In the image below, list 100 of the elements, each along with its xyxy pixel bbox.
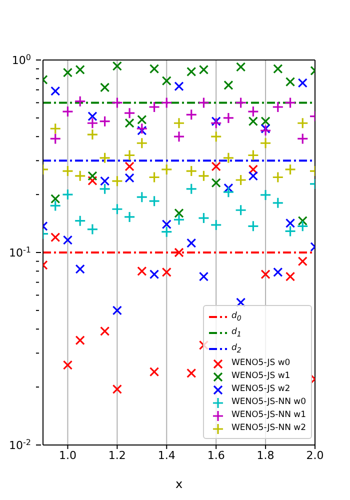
point [137, 114, 147, 124]
point [298, 256, 308, 266]
point [174, 248, 184, 258]
point [86, 223, 98, 236]
point [173, 214, 185, 226]
point [260, 116, 270, 126]
point [160, 96, 172, 109]
point [173, 130, 185, 142]
point [111, 96, 123, 109]
x-tick-label: 1.8 [256, 448, 274, 462]
point [284, 225, 296, 238]
legend-label: WENO5-JS-NN w2 [231, 422, 306, 435]
point [247, 149, 259, 162]
point [186, 238, 196, 248]
point [62, 235, 73, 245]
point [248, 171, 258, 181]
legend-label: d$_{1}$ [231, 326, 242, 340]
point [74, 96, 86, 108]
point [62, 188, 74, 200]
point [62, 360, 73, 370]
point [100, 82, 110, 92]
point [149, 367, 160, 377]
point [99, 183, 111, 195]
point [273, 267, 283, 278]
point [198, 272, 209, 282]
point [124, 149, 136, 162]
point [137, 126, 147, 136]
point [148, 171, 160, 184]
point [162, 76, 172, 86]
point [112, 306, 122, 316]
point [222, 152, 234, 164]
point [136, 137, 148, 149]
point [74, 170, 86, 182]
point [174, 208, 184, 218]
point [88, 176, 98, 186]
point [260, 189, 272, 201]
point [284, 96, 296, 109]
point [186, 108, 198, 120]
x-tick-label: 1.2 [108, 448, 126, 462]
y-tick-label: 10$^{-1}$ [9, 245, 31, 260]
legend-label: d$_{0}$ [231, 310, 242, 324]
point [198, 212, 210, 224]
point [99, 116, 111, 128]
legend-label: WENO5-JS w2 [231, 383, 290, 396]
point [62, 165, 74, 177]
point [224, 183, 234, 193]
legend-label: WENO5-JS w1 [231, 370, 290, 383]
point [75, 264, 85, 274]
point [75, 64, 85, 75]
y-tick-label: 10$^{0}$ [12, 52, 31, 67]
point [62, 106, 74, 118]
point [160, 226, 172, 238]
point [260, 270, 270, 280]
point [285, 272, 296, 282]
point [88, 171, 98, 181]
point [149, 64, 160, 74]
point [222, 112, 234, 124]
point [248, 116, 258, 126]
point [86, 128, 98, 140]
point [148, 101, 160, 113]
point [186, 368, 196, 378]
point [296, 132, 308, 145]
point [236, 298, 246, 308]
point [224, 80, 234, 90]
point [186, 66, 196, 76]
point [247, 220, 259, 232]
point [296, 117, 308, 129]
point [247, 106, 259, 118]
point [260, 137, 272, 149]
point [272, 171, 284, 184]
point [198, 170, 210, 182]
point [260, 124, 272, 136]
point [211, 178, 221, 188]
point [50, 132, 62, 145]
point [211, 162, 221, 172]
point [222, 186, 234, 198]
point [75, 335, 85, 346]
point [235, 96, 247, 109]
point [210, 130, 222, 142]
legend-label: d$_{2}$ [231, 342, 242, 356]
point [50, 194, 60, 204]
point [235, 204, 247, 216]
x-axis-title: x [175, 477, 183, 491]
point [50, 200, 62, 212]
x-tick-label: 1.0 [58, 448, 76, 462]
point [285, 77, 296, 87]
point [124, 211, 136, 223]
point [235, 174, 247, 186]
point [136, 191, 148, 203]
point [211, 116, 221, 126]
x-tick-label: 1.6 [207, 448, 225, 462]
point [62, 68, 73, 78]
point [88, 111, 98, 122]
point [74, 215, 86, 227]
point [210, 117, 222, 129]
point [50, 122, 62, 134]
point [296, 220, 308, 232]
point [272, 197, 284, 209]
point [284, 164, 296, 176]
point [124, 118, 134, 128]
